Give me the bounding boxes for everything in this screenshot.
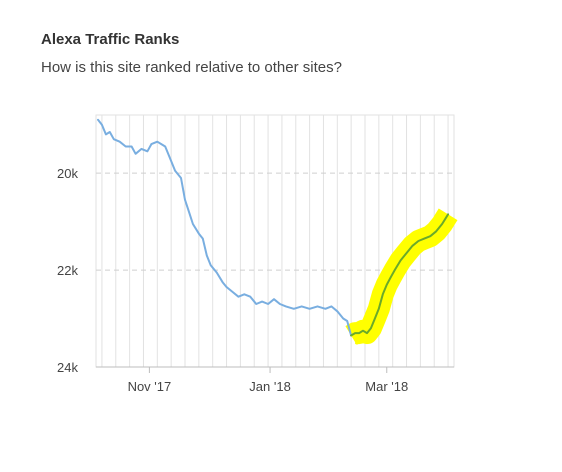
rank-line: [97, 118, 353, 337]
series: [97, 118, 450, 337]
y-tick-label: 22k: [57, 263, 78, 278]
trend-line: [350, 213, 450, 337]
y-tick-label: 20k: [57, 166, 78, 181]
x-tick-label: Jan '18: [249, 379, 291, 394]
x-tick-label: Mar '18: [365, 379, 408, 394]
axes: 20k 22k 24k Nov '17 Jan '18 Mar '18: [57, 166, 454, 394]
chart-title: Alexa Traffic Ranks: [41, 31, 180, 48]
plot-frame: [95, 114, 455, 368]
grid: [95, 114, 455, 368]
y-tick-label: 24k: [57, 360, 78, 375]
x-tick-label: Nov '17: [128, 379, 172, 394]
chart-subtitle: How is this site ranked relative to othe…: [41, 59, 342, 76]
